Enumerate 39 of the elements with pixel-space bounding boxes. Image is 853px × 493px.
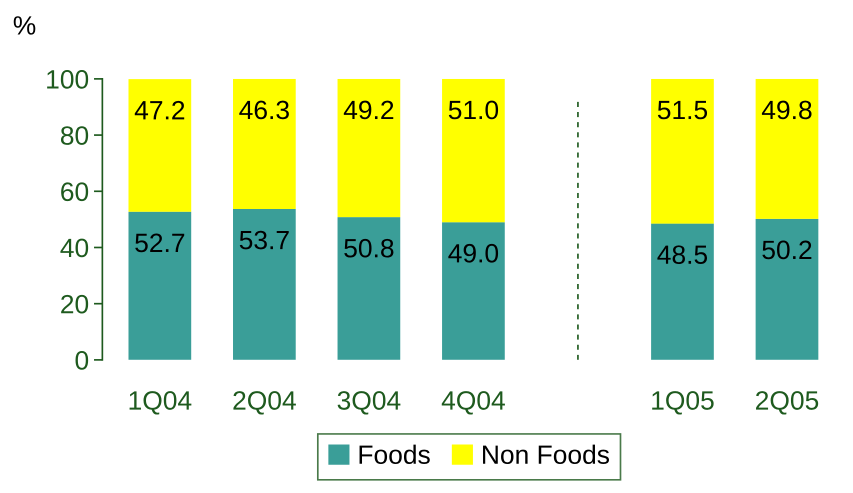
legend-label: Non Foods: [483, 444, 609, 464]
x-tick-label: 4Q04: [442, 391, 505, 415]
data-label: 48.5: [657, 245, 708, 264]
x-tick-label: 2Q04: [233, 391, 296, 415]
x-tick-label: 2Q05: [756, 391, 818, 415]
data-label: 52.7: [135, 234, 184, 252]
data-label: 51.0: [448, 100, 498, 120]
y-tick-label: 100: [47, 70, 88, 89]
bar: [442, 222, 505, 360]
data-label: 50.2: [762, 240, 812, 260]
data-label: 47.2: [134, 100, 184, 120]
y-tick-label: 40: [60, 238, 88, 258]
data-label: 49.2: [344, 100, 394, 120]
bar: [756, 218, 818, 360]
bar: [233, 208, 296, 360]
bar: [756, 78, 818, 219]
bar: [338, 217, 400, 360]
data-label: 51.5: [658, 100, 708, 120]
y-tick-label: 60: [61, 182, 88, 202]
y-tick-label: 0: [76, 351, 88, 370]
data-label: 49.8: [762, 100, 812, 120]
y-tick-label: 80: [60, 126, 88, 145]
bar: [651, 78, 714, 224]
bar: [233, 78, 296, 209]
bar: [128, 79, 192, 212]
bar: [442, 78, 505, 222]
y-axis-title: %: [14, 16, 36, 35]
bar: [128, 212, 192, 360]
y-tick-label: 20: [61, 294, 88, 314]
legend-label: Foods: [360, 444, 430, 464]
bar: [651, 224, 714, 360]
data-label: 46.3: [239, 100, 289, 120]
x-tick-label: 3Q04: [338, 391, 400, 415]
data-label: 53.7: [240, 230, 289, 250]
data-label: 50.8: [344, 238, 394, 258]
data-label: 49.0: [448, 244, 498, 263]
bar: [338, 78, 400, 218]
x-tick-label: 1Q04: [130, 391, 192, 415]
x-tick-label: 1Q05: [652, 391, 714, 415]
